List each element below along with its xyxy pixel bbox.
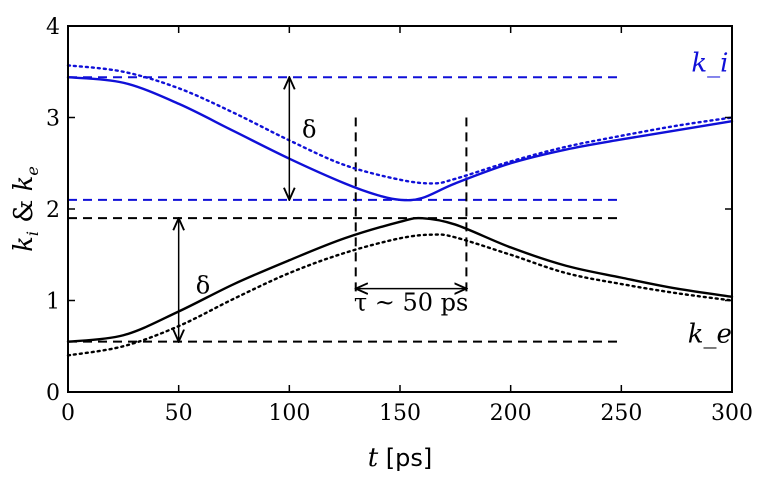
labels: t [ps] ki & ke: [9, 166, 432, 473]
series-line-1: [66, 64, 734, 185]
plot-frame: [67, 25, 733, 393]
series-line-0: [66, 76, 734, 202]
annotation-text-1: δ: [196, 271, 210, 299]
series-line-2: [66, 216, 734, 343]
x-axis-label: t [ps]: [368, 443, 433, 473]
x-tick-label-2: 100: [268, 401, 310, 426]
annotation-text-0: δ: [302, 116, 316, 144]
y-tick-label-1: 1: [46, 290, 60, 315]
x-tick-label-3: 150: [379, 401, 421, 426]
y-tick-label-2: 2: [46, 198, 60, 223]
y-tick-label-0: 0: [46, 381, 60, 406]
plot-area: δ δ τ ~ 50 ps k_i k_e: [66, 48, 734, 357]
x-tick-label-1: 50: [165, 401, 193, 426]
y-axis-label: ki & ke: [9, 166, 42, 252]
ticks: 0 50 100 150 200 250 300 0 1 2 3 4: [46, 15, 753, 426]
x-tick-label-4: 200: [490, 401, 532, 426]
x-tick-label-5: 250: [600, 401, 642, 426]
y-tick-label-4: 4: [46, 15, 60, 40]
series-label-0: k_i: [691, 48, 728, 78]
annotation-text-2: τ ~ 50 ps: [354, 289, 469, 317]
y-tick-label-3: 3: [46, 107, 60, 132]
x-tick-label-0: 0: [61, 401, 75, 426]
x-tick-label-6: 300: [711, 401, 753, 426]
series-label-1: k_e: [688, 319, 732, 349]
